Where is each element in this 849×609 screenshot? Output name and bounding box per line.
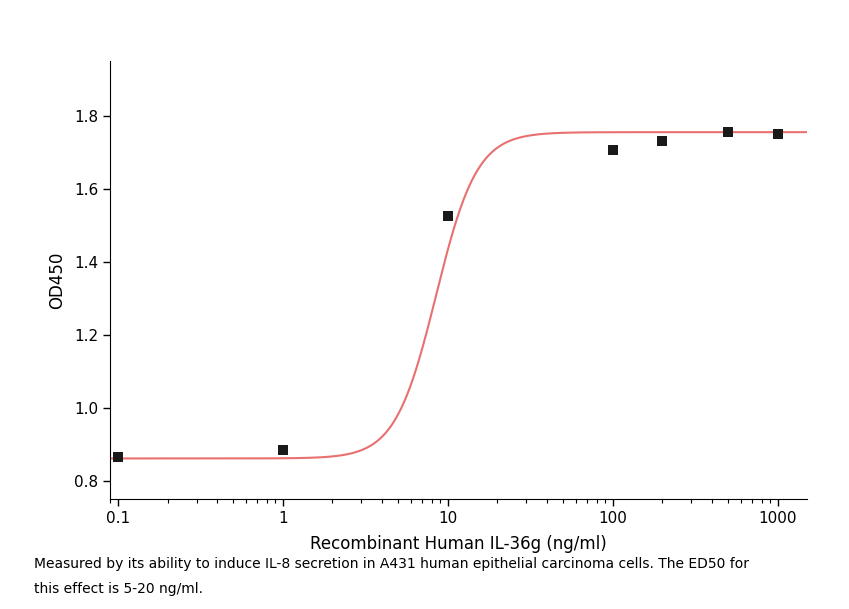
X-axis label: Recombinant Human IL-36g (ng/ml): Recombinant Human IL-36g (ng/ml): [310, 535, 607, 552]
Text: this effect is 5-20 ng/ml.: this effect is 5-20 ng/ml.: [34, 582, 203, 596]
Point: [771, 129, 784, 139]
Point: [655, 136, 669, 146]
Point: [441, 211, 454, 221]
Point: [606, 146, 620, 155]
Text: Measured by its ability to induce IL-8 secretion in A431 human epithelial carcin: Measured by its ability to induce IL-8 s…: [34, 557, 749, 571]
Point: [111, 452, 125, 462]
Point: [276, 445, 290, 455]
Point: [721, 127, 734, 137]
Y-axis label: OD450: OD450: [48, 252, 66, 309]
